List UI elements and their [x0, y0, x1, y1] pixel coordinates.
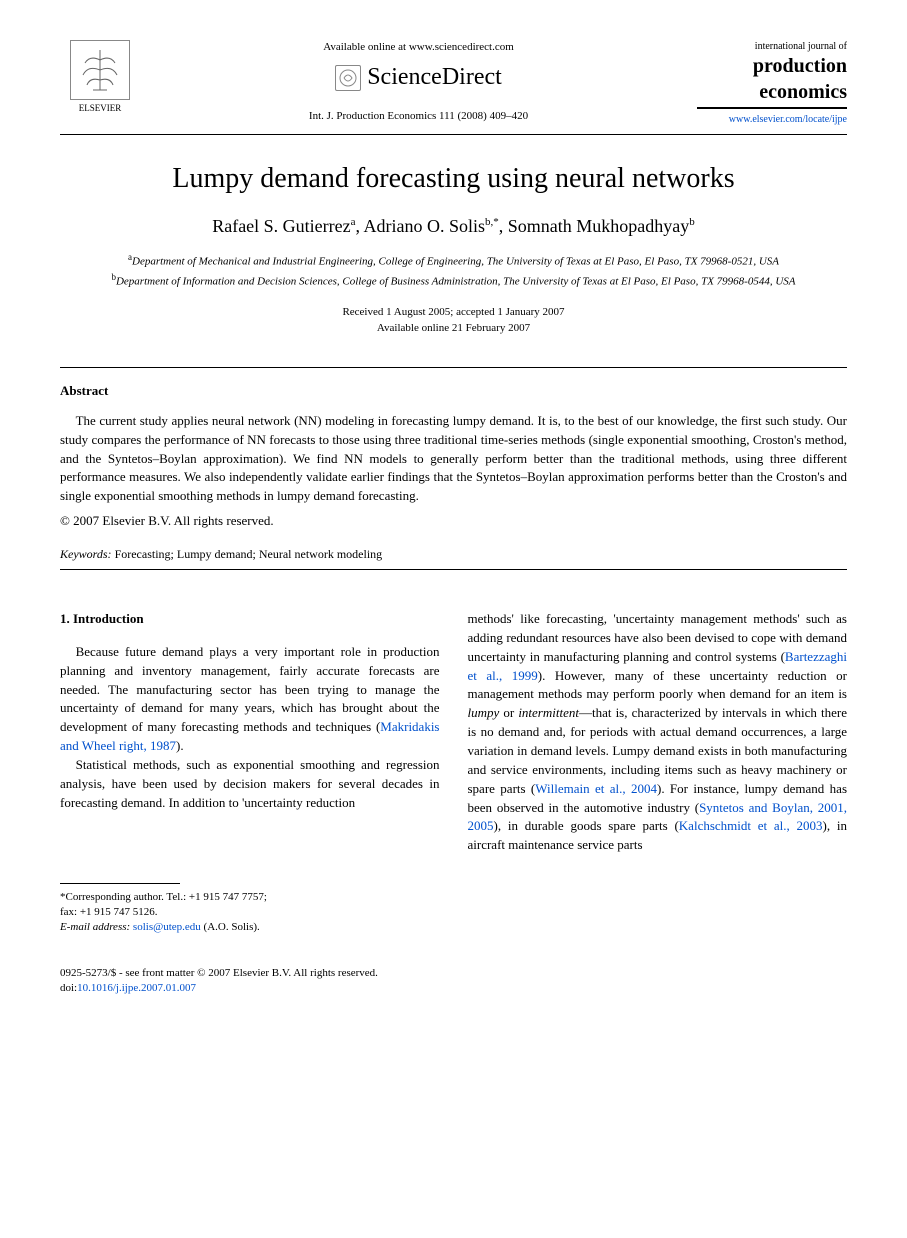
citation-link[interactable]: Kalchschmidt et al., 2003 — [679, 818, 823, 833]
abstract-copyright: © 2007 Elsevier B.V. All rights reserved… — [60, 512, 847, 530]
column-left: 1. Introduction Because future demand pl… — [60, 610, 440, 936]
email-link[interactable]: solis@utep.edu — [133, 921, 201, 933]
elsevier-label: ELSEVIER — [60, 102, 140, 115]
journal-intl-text: international journal of — [697, 40, 847, 53]
keywords-label: Keywords: — [60, 547, 112, 561]
keywords: Keywords: Forecasting; Lumpy demand; Neu… — [60, 546, 847, 563]
intro-paragraph-continued: methods' like forecasting, 'uncertainty … — [468, 610, 848, 855]
affiliation-a: Department of Mechanical and Industrial … — [132, 256, 779, 268]
intro-paragraph-1: Because future demand plays a very impor… — [60, 643, 440, 756]
header-row: ELSEVIER Available online at www.science… — [60, 40, 847, 126]
elsevier-tree-icon — [70, 40, 130, 100]
elsevier-logo: ELSEVIER — [60, 40, 140, 115]
affiliations: aDepartment of Mechanical and Industrial… — [60, 251, 847, 289]
center-header: Available online at www.sciencedirect.co… — [140, 40, 697, 124]
footnote-divider — [60, 883, 180, 884]
keywords-divider — [60, 569, 847, 570]
doi-link[interactable]: 10.1016/j.ijpe.2007.01.007 — [77, 982, 196, 994]
abstract-heading: Abstract — [60, 382, 847, 400]
article-title: Lumpy demand forecasting using neural ne… — [60, 159, 847, 198]
citation-link[interactable]: Willemain et al., 2004 — [535, 781, 657, 796]
sciencedirect-icon — [335, 65, 361, 91]
footer-copyright: 0925-5273/$ - see front matter © 2007 El… — [60, 966, 847, 981]
journal-url-link[interactable]: www.elsevier.com/locate/ijpe — [697, 113, 847, 126]
corresponding-author-footnote: *Corresponding author. Tel.: +1 915 747 … — [60, 890, 440, 936]
body-columns: 1. Introduction Because future demand pl… — [60, 610, 847, 936]
authors: Rafael S. Gutierreza, Adriano O. Solisb,… — [60, 214, 847, 239]
available-online-text: Available online at www.sciencedirect.co… — [160, 40, 677, 55]
keywords-text: Forecasting; Lumpy demand; Neural networ… — [112, 547, 383, 561]
journal-logo: international journal of production econ… — [697, 40, 847, 126]
available-online-date: Available online 21 February 2007 — [60, 320, 847, 337]
intro-heading: 1. Introduction — [60, 610, 440, 629]
sciencedirect-brand: ScienceDirect — [160, 61, 677, 95]
page: ELSEVIER Available online at www.science… — [0, 0, 907, 1056]
affiliation-b: Department of Information and Decision S… — [116, 275, 796, 287]
journal-economics-text: economics — [697, 79, 847, 109]
sciencedirect-text: ScienceDirect — [367, 61, 502, 95]
header-divider — [60, 134, 847, 135]
footer: 0925-5273/$ - see front matter © 2007 El… — [60, 966, 847, 997]
received-accepted-date: Received 1 August 2005; accepted 1 Janua… — [60, 304, 847, 321]
column-right: methods' like forecasting, 'uncertainty … — [468, 610, 848, 936]
abstract-top-divider — [60, 367, 847, 368]
article-dates: Received 1 August 2005; accepted 1 Janua… — [60, 304, 847, 337]
abstract-text: The current study applies neural network… — [60, 412, 847, 506]
journal-production-text: production — [697, 53, 847, 79]
footer-doi: doi:10.1016/j.ijpe.2007.01.007 — [60, 981, 847, 996]
journal-reference: Int. J. Production Economics 111 (2008) … — [160, 109, 677, 124]
intro-paragraph-2: Statistical methods, such as exponential… — [60, 756, 440, 813]
